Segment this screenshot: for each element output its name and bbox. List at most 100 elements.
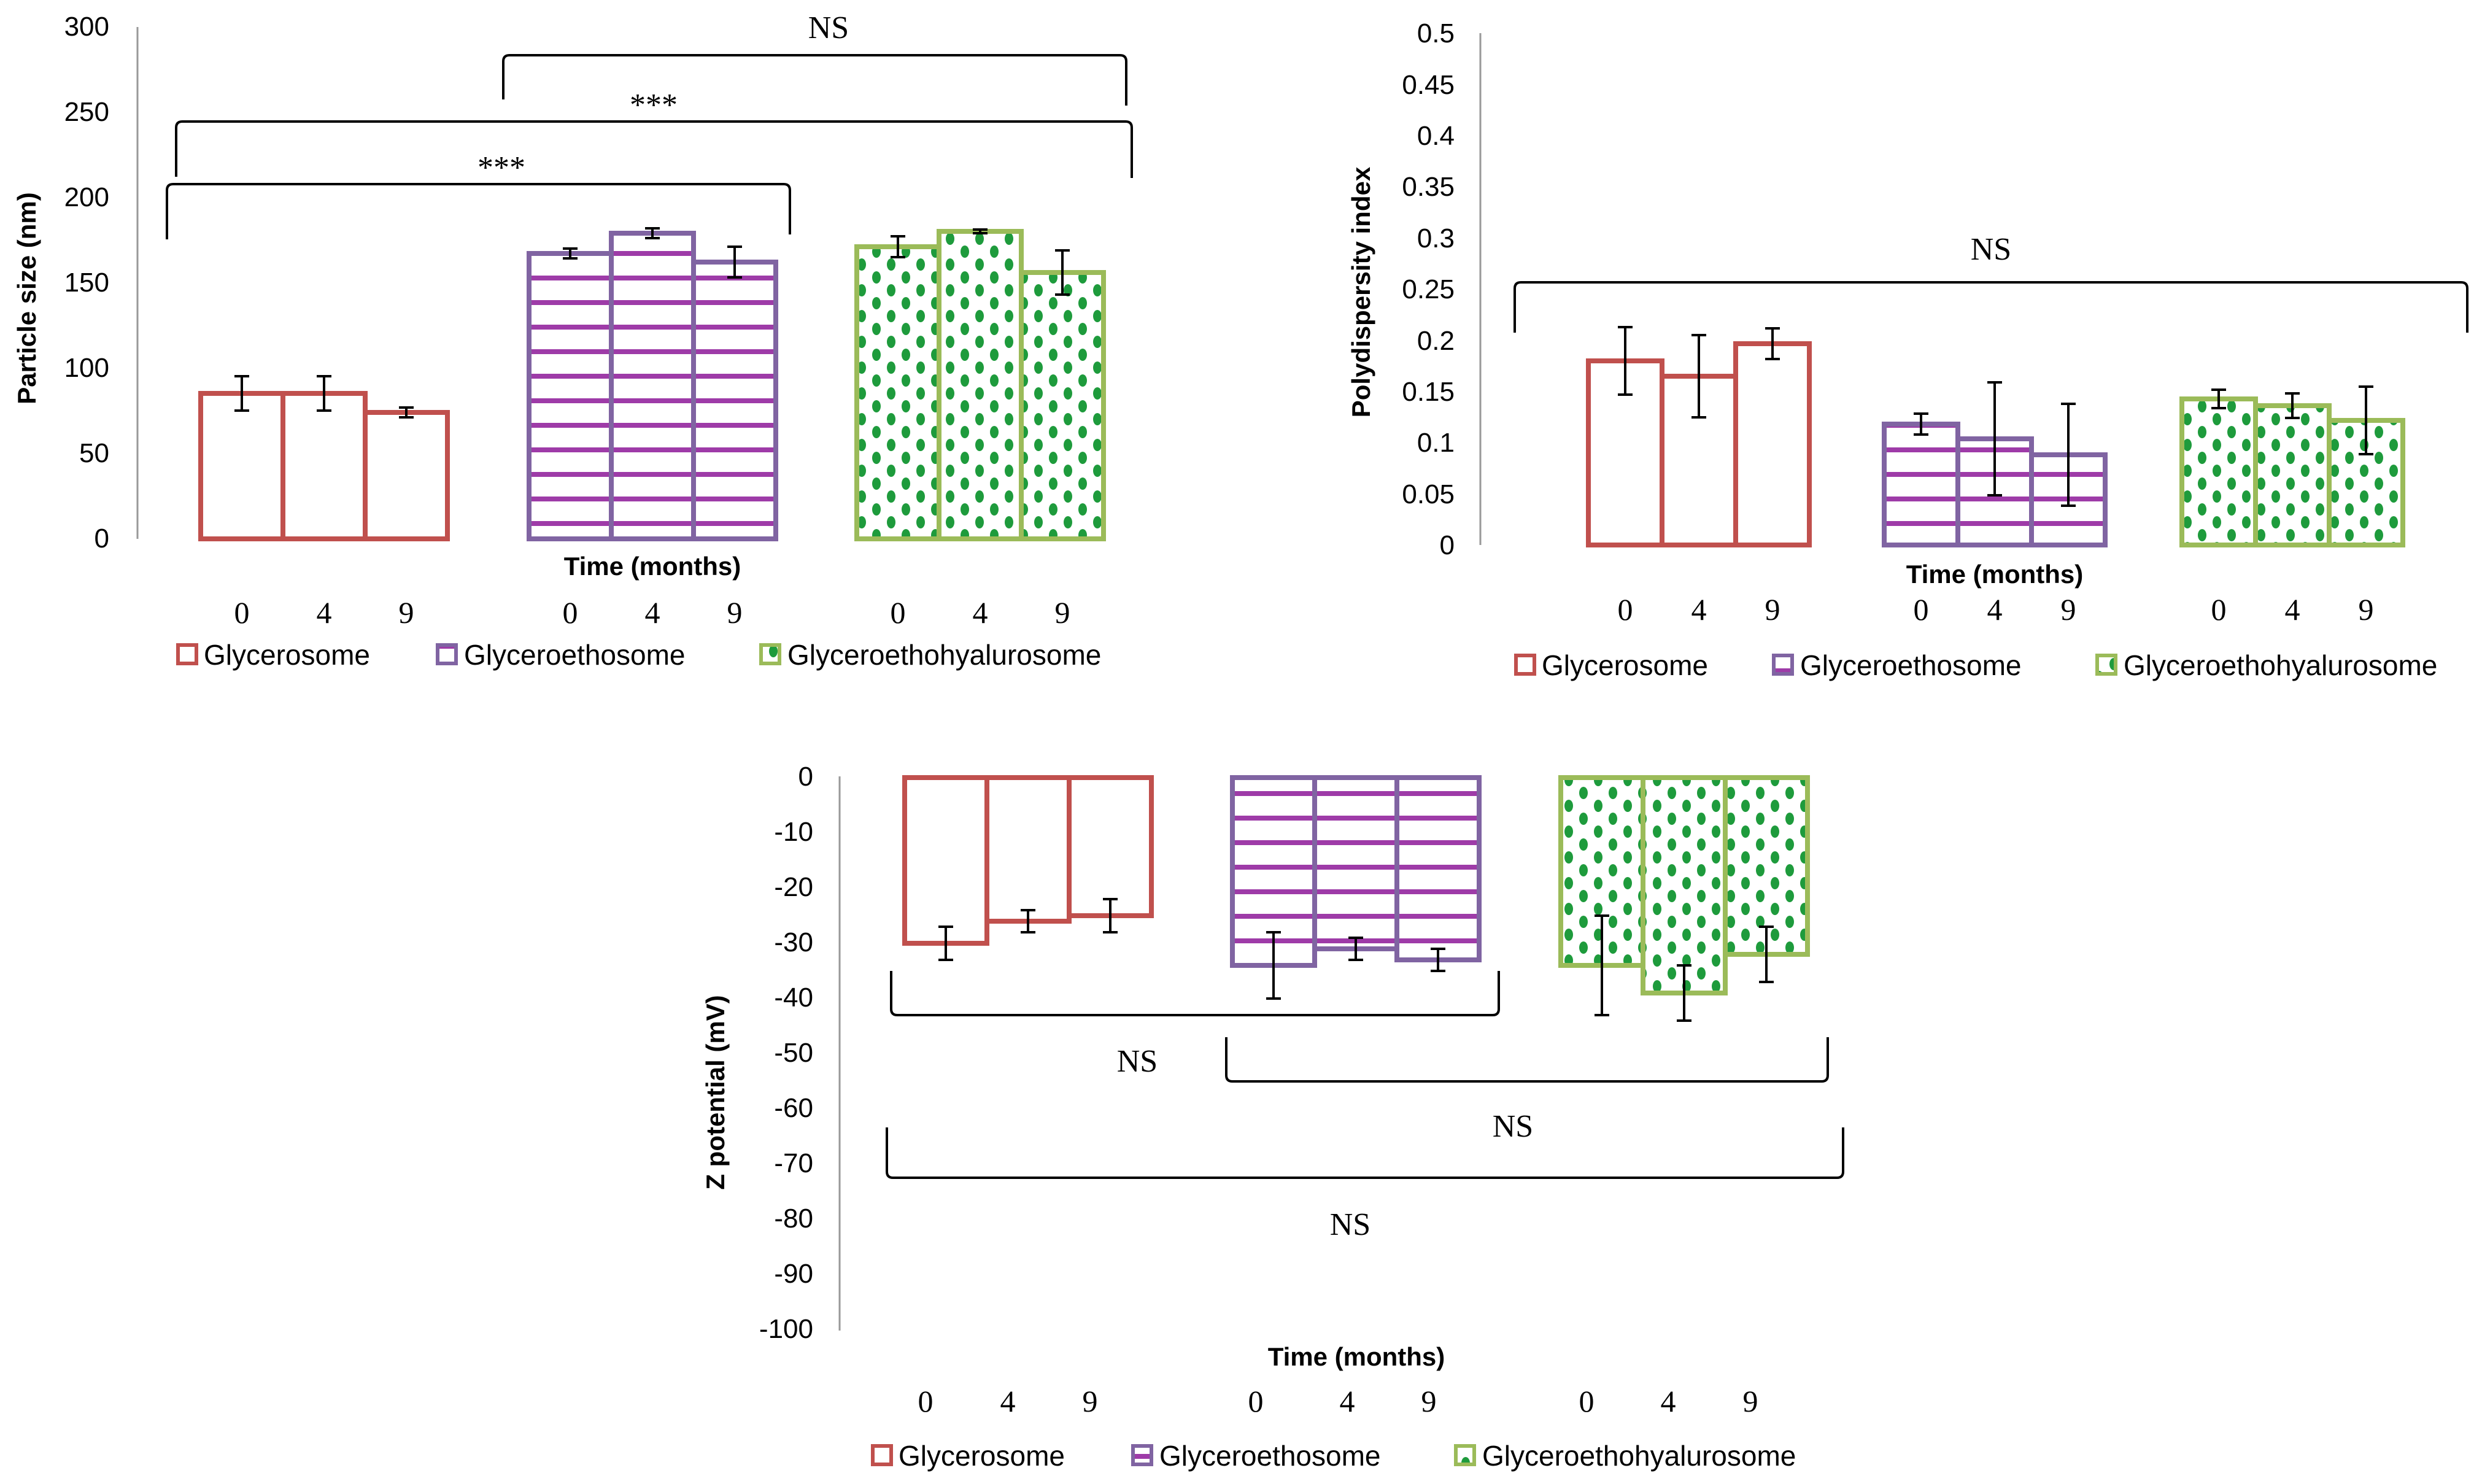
legend-label-glyceroethohyalurosome: Glyceroethohyalurosome	[1482, 1440, 1796, 1472]
panel-a-bar-glycerosome-9	[363, 410, 450, 541]
panel-b-ytick: 0.2	[1417, 326, 1455, 356]
panel-c-cat: 0	[1579, 1384, 1595, 1418]
legend-label-glyceroethosome: Glyceroethosome	[1159, 1440, 1381, 1472]
panel-c-legend: Glycerosome Glyceroethosome Glyceroethoh…	[871, 1440, 1796, 1472]
panel-a-xlabel: Time (months)	[564, 552, 741, 581]
panel-a-ytick: 150	[64, 268, 109, 298]
panel-b-cat: 0	[1618, 592, 1633, 627]
panel-a-cat: 4	[317, 595, 332, 630]
panel-b-error-bar	[1691, 334, 1706, 419]
panel-a-error-bar	[1055, 249, 1070, 296]
panel-c-error-bar	[1431, 948, 1445, 972]
panel-a-ytick: 0	[95, 524, 109, 554]
panel-c-bar-glyceroethosome-9	[1394, 775, 1482, 962]
legend-label-glyceroethosome: Glyceroethosome	[464, 639, 686, 671]
panel-b-cat: 4	[1987, 592, 2003, 627]
panel-c-xlabel: Time (months)	[1268, 1342, 1445, 1371]
legend-swatch-glycerosome	[1514, 654, 1536, 676]
panel-a-ytick: 100	[64, 353, 109, 383]
panel-a-annotation-3: ***	[477, 150, 525, 185]
panel-b-bracket-ns	[1514, 281, 2468, 333]
panel-b-ytick: 0.35	[1402, 172, 1455, 202]
panel-a-annotation-ns: NS	[808, 10, 849, 45]
panel-a-bar-glyceroethohyalurosome-0	[854, 244, 941, 541]
panel-b-cat: 4	[2285, 592, 2300, 627]
panel-b-xlabel: Time (months)	[1906, 560, 2084, 589]
panel-b-bar-glyceroethohyalurosome-4	[2253, 403, 2332, 547]
panel-a-bar-glyceroethosome-9	[691, 260, 778, 541]
panel-b-cat: 9	[2061, 592, 2076, 627]
legend-swatch-glyceroethohyalurosome	[2095, 654, 2117, 676]
legend-label-glyceroethohyalurosome: Glyceroethohyalurosome	[2124, 649, 2437, 681]
panel-b-bar-glyceroethohyalurosome-0	[2179, 396, 2258, 547]
panel-b-error-bar	[1914, 412, 1928, 436]
panel-c-cat: 4	[1340, 1384, 1355, 1418]
panel-c-bar-glyceroethohyalurosome-9	[1723, 775, 1810, 957]
panel-a-cat: 4	[973, 595, 988, 630]
panel-a-bracket-2	[175, 120, 1133, 178]
panel-c-cat: 4	[1000, 1384, 1016, 1418]
panel-a-cat: 0	[234, 595, 250, 630]
panel-b-ytick: 0	[1440, 530, 1455, 560]
panel-b-cat: 4	[1691, 592, 1707, 627]
panel-a-cat: 0	[563, 595, 578, 630]
panel-c-ytick: -90	[774, 1259, 813, 1289]
panel-c-error-bar	[1677, 964, 1691, 1022]
panel-c-cat: 0	[918, 1384, 934, 1418]
panel-z-potential: Z potential (mV) 0 -10 -20 -30 -40 -50 -…	[701, 762, 1844, 1472]
legend-label-glycerosome: Glycerosome	[899, 1440, 1065, 1472]
panel-a-error-bar	[563, 247, 578, 260]
panel-c-ytick: -20	[774, 872, 813, 902]
legend-swatch-glycerosome	[871, 1444, 893, 1466]
panel-a-error-bar	[399, 406, 414, 419]
panel-a-bracket-ns	[502, 54, 1127, 106]
panel-b-ytick: 0.4	[1417, 121, 1455, 151]
panel-b-legend: Glycerosome Glyceroethosome Glyceroethoh…	[1514, 649, 2437, 681]
panel-c-cat: 4	[1661, 1384, 1676, 1418]
panel-a-cat: 9	[1055, 595, 1070, 630]
panel-c-ytick: -80	[774, 1204, 813, 1234]
panel-c-ytick: -60	[774, 1093, 813, 1123]
panel-c-ytick: -30	[774, 927, 813, 957]
panel-b-ytick: 0.3	[1417, 223, 1455, 253]
legend-swatch-glyceroethosome	[436, 643, 458, 665]
panel-particle-size: Particle size (nm) 0 50 100 150 200 250 …	[12, 10, 1133, 671]
panel-a-cat: 4	[645, 595, 660, 630]
panel-c-bracket-1	[890, 971, 1500, 1016]
legend-swatch-glyceroethohyalurosome	[1454, 1444, 1476, 1466]
panel-a-error-bar	[727, 245, 742, 279]
panel-a-cat: 0	[891, 595, 906, 630]
panel-polydispersity: Polydispersity index 0 0.05 0.1 0.15 0.2…	[1347, 18, 2468, 681]
panel-c-bar-glycerosome-9	[1067, 775, 1154, 918]
panel-b-error-bar	[2285, 392, 2300, 419]
panel-c-ytick: 0	[798, 762, 813, 792]
panel-a-error-bar	[891, 235, 905, 258]
panel-c-ytick: -50	[774, 1038, 813, 1068]
panel-a-ylabel: Particle size (nm)	[12, 192, 41, 404]
panel-a-error-bar	[234, 375, 249, 412]
panel-c-error-bar	[1759, 926, 1774, 983]
panel-b-ylabel: Polydispersity index	[1347, 166, 1375, 417]
panel-c-ytick: -10	[774, 817, 813, 847]
panel-b-error-bar	[2211, 388, 2226, 409]
panel-b-error-bar	[1765, 327, 1780, 360]
panel-b-ytick: 0.5	[1417, 18, 1455, 48]
panel-b-bar-glyceroethosome-0	[1882, 422, 1960, 547]
panel-c-error-bar	[1595, 914, 1609, 1016]
panel-c-annotation-2: NS	[1493, 1109, 1533, 1144]
panel-a-error-bar	[973, 228, 988, 234]
panel-c-bar-glyceroethohyalurosome-4	[1641, 775, 1728, 995]
panel-a-annotation-2: ***	[630, 88, 678, 123]
panel-c-annotation-1: NS	[1117, 1044, 1158, 1079]
panel-a-ytick: 200	[64, 182, 109, 212]
panel-c-bar-glyceroethosome-4	[1312, 775, 1399, 951]
panel-b-bar-glycerosome-9	[1733, 341, 1812, 547]
panel-b-ytick: 0.45	[1402, 70, 1455, 100]
panel-c-error-bar	[1021, 909, 1035, 933]
panel-c-ytick: -40	[774, 983, 813, 1013]
panel-c-error-bar	[938, 926, 953, 961]
legend-swatch-glycerosome	[176, 643, 198, 665]
legend-swatch-glyceroethosome	[1772, 654, 1794, 676]
panel-a-ytick: 250	[64, 97, 109, 127]
